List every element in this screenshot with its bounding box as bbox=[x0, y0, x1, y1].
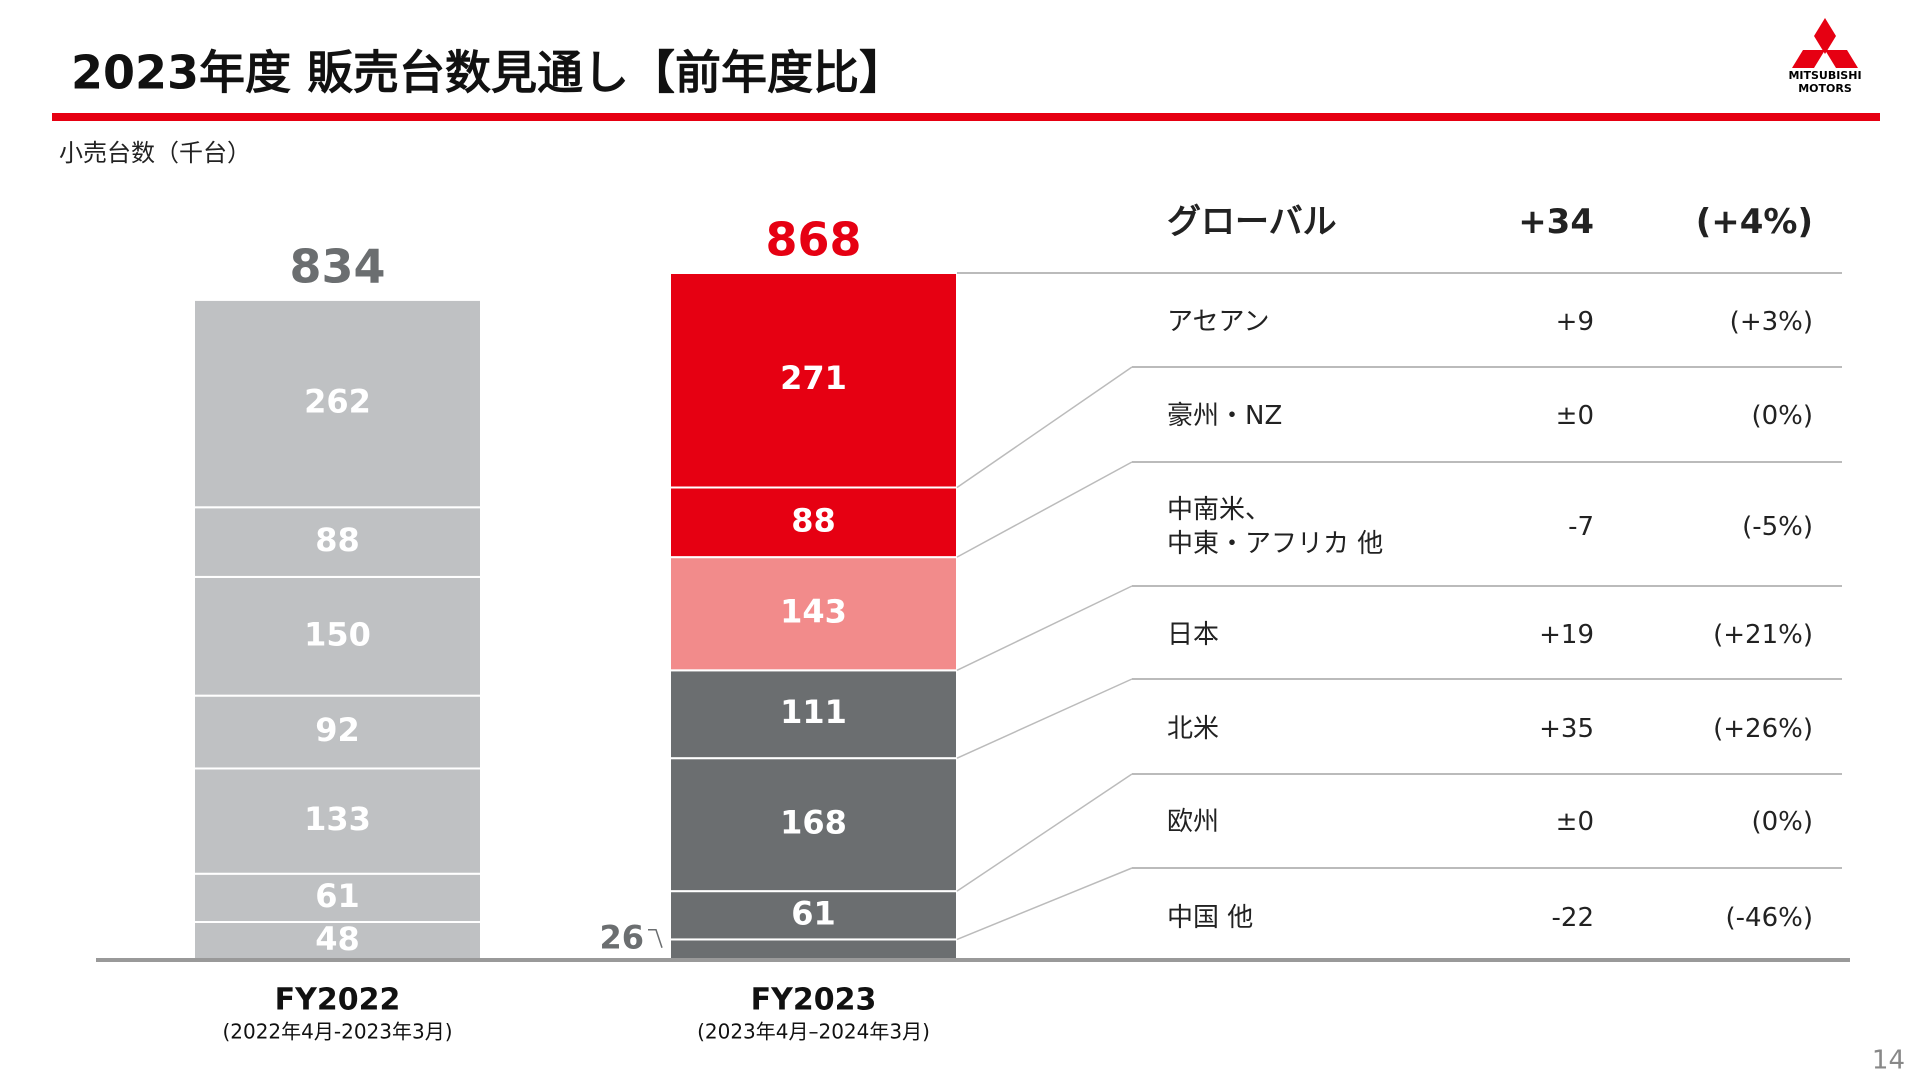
connector bbox=[956, 678, 1133, 759]
connector bbox=[956, 867, 1133, 941]
logo-text: MITSUBISHI bbox=[1788, 69, 1861, 82]
change: -7 bbox=[1568, 512, 1594, 542]
change-pct: (-5%) bbox=[1742, 512, 1813, 542]
table-header: (+4%) bbox=[1695, 202, 1813, 242]
data-label: 26 bbox=[599, 919, 644, 957]
data-label: 133 bbox=[304, 800, 371, 838]
change-pct: (+26%) bbox=[1713, 714, 1813, 744]
bar-segment bbox=[193, 575, 482, 697]
region: 欧州 bbox=[1167, 807, 1220, 837]
logo-text: MOTORS bbox=[1798, 82, 1852, 95]
change-pct: (-46%) bbox=[1725, 903, 1813, 933]
logo bbox=[1792, 18, 1858, 68]
data-label: 143 bbox=[780, 593, 847, 631]
x-sublabel: (2023年4月–2024年3月) bbox=[697, 1020, 930, 1044]
bar-segment bbox=[193, 298, 482, 509]
data-label: 150 bbox=[304, 615, 371, 653]
data-label: 271 bbox=[780, 359, 847, 397]
leader bbox=[648, 928, 663, 948]
bar-segment bbox=[669, 556, 958, 672]
data-label: 48 bbox=[315, 920, 360, 958]
bar-segment bbox=[193, 921, 482, 961]
data-label: 88 bbox=[315, 521, 360, 559]
page-number: 14 bbox=[1872, 1046, 1905, 1076]
connector bbox=[956, 366, 1133, 489]
x-sublabel: (2022年4月-2023年3月) bbox=[222, 1020, 452, 1044]
bar-segment bbox=[193, 872, 482, 924]
data-label: 88 bbox=[791, 501, 836, 539]
bar-segment bbox=[193, 694, 482, 770]
table-header: グローバル bbox=[1167, 202, 1337, 242]
change: ±0 bbox=[1555, 807, 1594, 837]
bar-segment bbox=[669, 669, 958, 760]
bar-segment bbox=[193, 506, 482, 578]
region: 日本 bbox=[1167, 620, 1220, 650]
bar-segment bbox=[669, 938, 958, 961]
bar-segment bbox=[669, 757, 958, 893]
change: +19 bbox=[1539, 620, 1594, 650]
data-label: 168 bbox=[780, 804, 847, 842]
change: -22 bbox=[1551, 903, 1594, 933]
connector bbox=[956, 773, 1133, 892]
data-label: 111 bbox=[780, 693, 847, 731]
change-pct: (+3%) bbox=[1729, 307, 1813, 337]
total-label: 868 bbox=[765, 213, 861, 267]
change: ±0 bbox=[1555, 401, 1594, 431]
data-label: 61 bbox=[791, 894, 836, 932]
bar-segment bbox=[669, 890, 958, 941]
region: 豪州・NZ bbox=[1167, 401, 1283, 431]
region: 中国 他 bbox=[1167, 903, 1254, 933]
title: 2023年度 販売台数見通し【前年度比】 bbox=[71, 46, 905, 100]
data-label: 92 bbox=[315, 711, 360, 749]
region: 中南米、 中東・アフリカ 他 bbox=[1167, 495, 1384, 559]
data-label: 61 bbox=[315, 877, 360, 915]
change-pct: (0%) bbox=[1751, 807, 1813, 837]
bar-segment bbox=[669, 486, 958, 559]
x-tick-label: FY2022 bbox=[275, 983, 401, 1018]
title-rule bbox=[52, 113, 1880, 121]
region: アセアン bbox=[1167, 307, 1270, 337]
bar-segment bbox=[669, 272, 958, 489]
change-pct: (+21%) bbox=[1713, 620, 1813, 650]
change-pct: (0%) bbox=[1751, 401, 1813, 431]
unit-label: 小売台数（千台） bbox=[59, 139, 251, 167]
table-header: +34 bbox=[1518, 202, 1594, 242]
x-tick-label: FY2023 bbox=[751, 983, 877, 1018]
region: 北米 bbox=[1167, 714, 1220, 744]
change: +35 bbox=[1539, 714, 1594, 744]
change: +9 bbox=[1555, 307, 1594, 337]
total-label: 834 bbox=[289, 239, 385, 293]
connector bbox=[956, 461, 1133, 558]
connector bbox=[956, 585, 1133, 671]
data-label: 262 bbox=[304, 383, 371, 421]
